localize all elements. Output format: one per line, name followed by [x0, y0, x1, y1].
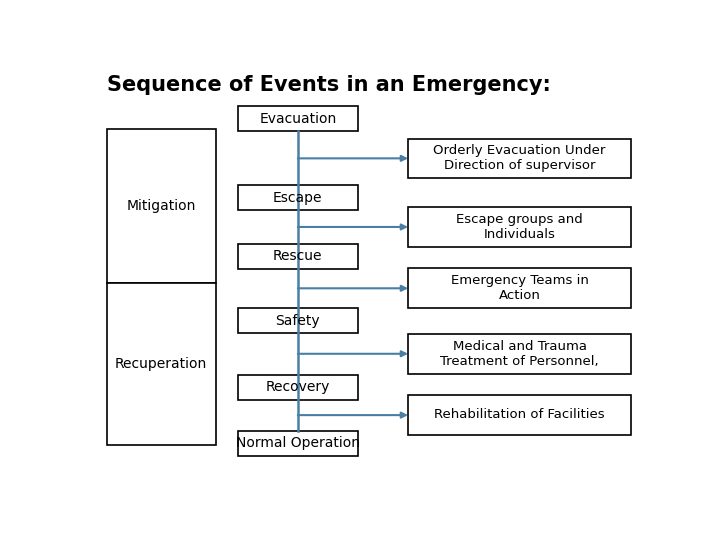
Text: Mitigation: Mitigation — [127, 199, 196, 213]
Text: Medical and Trauma
Treatment of Personnel,: Medical and Trauma Treatment of Personne… — [441, 340, 599, 368]
Text: Safety: Safety — [276, 314, 320, 328]
Bar — [107, 283, 215, 446]
Text: Emergency Teams in
Action: Emergency Teams in Action — [451, 274, 588, 302]
Text: Sequence of Events in an Emergency:: Sequence of Events in an Emergency: — [107, 75, 551, 95]
Bar — [238, 375, 358, 400]
Text: Escape: Escape — [273, 191, 323, 205]
Bar — [238, 185, 358, 210]
Text: Normal Operation: Normal Operation — [236, 436, 360, 450]
Bar — [238, 431, 358, 456]
Text: Recuperation: Recuperation — [115, 357, 207, 371]
Bar — [408, 139, 631, 178]
Text: Escape groups and
Individuals: Escape groups and Individuals — [456, 213, 583, 241]
Bar — [238, 308, 358, 333]
Text: Orderly Evacuation Under
Direction of supervisor: Orderly Evacuation Under Direction of su… — [433, 144, 606, 172]
Bar — [408, 207, 631, 247]
Bar — [408, 395, 631, 435]
Text: Evacuation: Evacuation — [259, 112, 336, 126]
Bar — [408, 334, 631, 374]
Text: Rehabilitation of Facilities: Rehabilitation of Facilities — [434, 408, 605, 421]
Bar — [238, 244, 358, 268]
Bar — [238, 106, 358, 131]
Bar — [107, 129, 215, 283]
Text: Recovery: Recovery — [266, 380, 330, 394]
Text: Rescue: Rescue — [273, 249, 323, 263]
Bar — [408, 268, 631, 308]
